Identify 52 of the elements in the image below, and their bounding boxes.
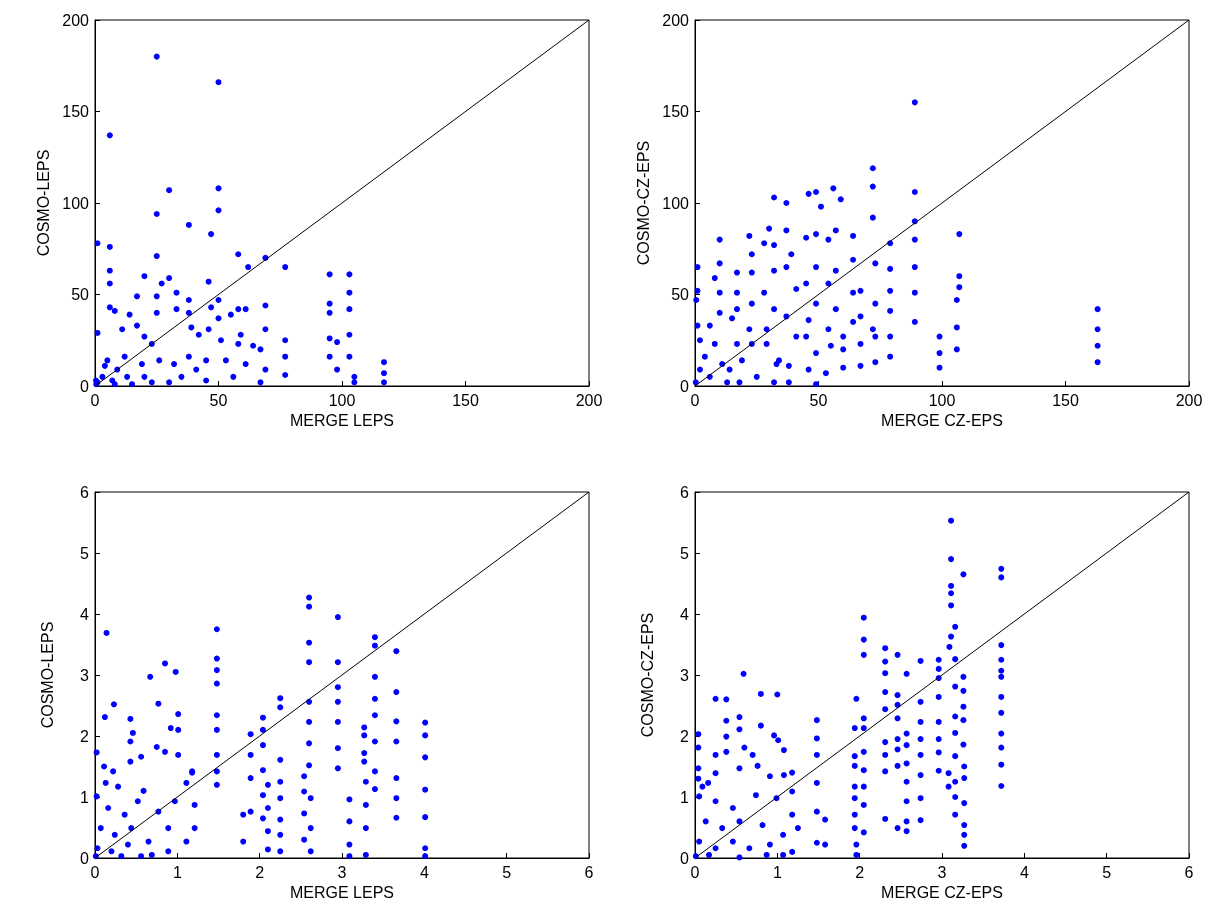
y-tick-label: 6: [680, 483, 690, 501]
y-tick-label: 100: [62, 194, 90, 212]
x-tick-label: 100: [928, 391, 956, 409]
y-tick-label: 1: [80, 788, 90, 806]
y-tick-label: 0: [680, 377, 690, 395]
x-tick-label: 100: [328, 391, 356, 409]
y-tick-label: 200: [662, 11, 690, 29]
y-tick-label: 50: [671, 286, 690, 303]
y-tick-label: 0: [80, 377, 90, 395]
x-tick-label: 1: [172, 863, 182, 881]
x-tick-label: 200: [1175, 391, 1203, 409]
y-tick-label: 4: [680, 605, 690, 623]
y-tick-label: 5: [80, 544, 90, 562]
x-tick-label: 150: [452, 391, 479, 409]
x-axis-title: MERGE CZ-EPS: [881, 412, 1003, 430]
x-tick-label: 6: [584, 863, 594, 881]
y-tick-label: 3: [680, 666, 690, 684]
x-tick-label: 2: [255, 863, 265, 881]
x-tick-label: 50: [809, 391, 828, 409]
y-tick-label: 50: [71, 286, 90, 303]
x-tick-label: 150: [1052, 391, 1079, 409]
y-axis-title: COSMO-CZ-EPS: [638, 612, 656, 738]
x-axis-title: MERGE LEPS: [289, 412, 395, 430]
x-tick-label: 3: [337, 863, 347, 881]
y-tick-label: 150: [62, 103, 90, 120]
x-tick-label: 1: [772, 863, 782, 881]
y-tick-label: 6: [80, 483, 90, 501]
y-tick-label: 3: [80, 666, 90, 684]
y-axis-title: COSMO-LEPS: [38, 621, 56, 729]
y-tick-label: 2: [80, 727, 90, 745]
x-tick-label: 5: [1102, 863, 1112, 881]
y-tick-label: 1: [680, 788, 690, 806]
y-axis-title: COSMO-LEPS: [34, 149, 52, 257]
x-axis-title: MERGE CZ-EPS: [881, 884, 1003, 902]
y-tick-label: 0: [680, 849, 690, 867]
x-tick-label: 2: [855, 863, 865, 881]
x-axis-title: MERGE LEPS: [289, 884, 395, 902]
y-tick-label: 0: [80, 849, 90, 867]
x-tick-label: 6: [1184, 863, 1194, 881]
x-tick-label: 4: [1019, 863, 1029, 881]
y-axis-title: COSMO-CZ-EPS: [634, 140, 652, 266]
x-tick-label: 5: [502, 863, 512, 881]
x-tick-label: 200: [575, 391, 603, 409]
y-tick-label: 5: [680, 544, 690, 562]
y-tick-label: 200: [62, 11, 90, 29]
x-tick-label: 3: [937, 863, 947, 881]
y-tick-label: 2: [680, 727, 690, 745]
x-tick-label: 4: [419, 863, 429, 881]
y-tick-label: 100: [662, 194, 690, 212]
x-tick-label: 50: [209, 391, 228, 409]
y-tick-label: 4: [80, 605, 90, 623]
y-tick-label: 150: [662, 103, 690, 120]
